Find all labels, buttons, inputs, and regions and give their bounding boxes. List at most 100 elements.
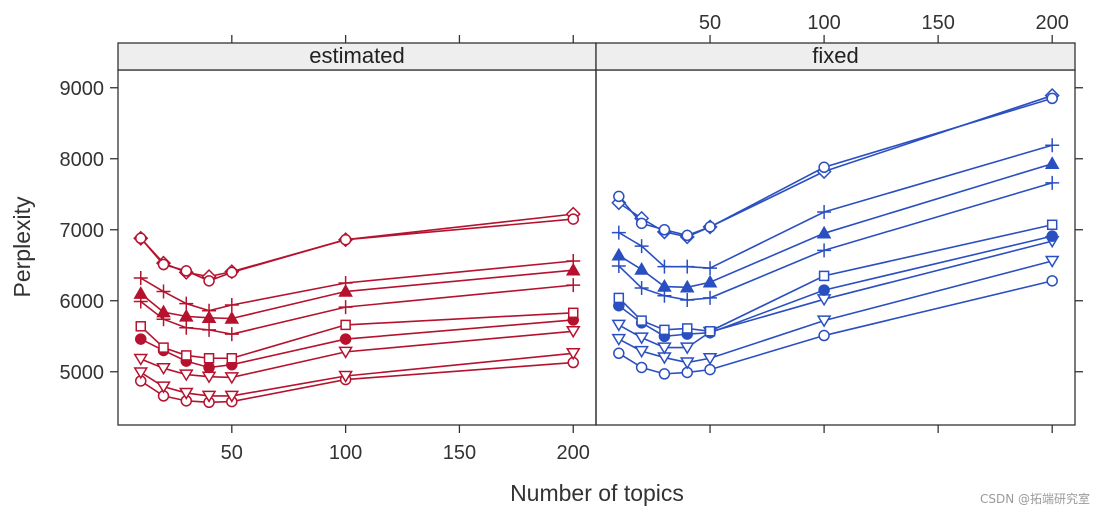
marker-plus: [566, 253, 581, 268]
marker-square-open: [681, 323, 693, 334]
marker-triangle-down-open: [338, 346, 353, 359]
marker-triangle-filled: [611, 247, 627, 261]
marker-square-open: [1046, 219, 1058, 231]
series-estimated-9: [133, 206, 581, 285]
marker-triangle-filled: [679, 279, 695, 293]
marker-triangle-down-open: [224, 372, 240, 385]
marker-circle-filled: [1046, 230, 1058, 242]
series-estimated-8: [133, 253, 581, 318]
series-fixed-7: [611, 156, 1060, 293]
marker-triangle-down-open: [156, 381, 171, 394]
series-estimated-5: [135, 307, 579, 364]
marker-square-open: [613, 292, 625, 304]
marker-plus: [703, 261, 718, 276]
marker-triangle-down-open: [657, 342, 672, 355]
marker-triangle-down-open: [634, 345, 649, 359]
marker-square-open: [636, 315, 647, 326]
marker-circle-filled: [339, 333, 352, 345]
y-tick-label: 8000: [60, 149, 105, 171]
marker-square-open: [226, 353, 238, 364]
strip-label-estimated: estimated: [309, 43, 404, 68]
y-tick-label: 6000: [60, 291, 105, 313]
series-fixed-9: [611, 87, 1060, 245]
series-fixed-10: [613, 92, 1058, 242]
marker-circle-open: [613, 190, 625, 203]
marker-triangle-down-open: [338, 370, 353, 383]
marker-square-open: [158, 342, 169, 353]
marker-circle-open: [226, 266, 238, 279]
marker-triangle-filled: [224, 310, 240, 324]
marker-triangle-down-open: [156, 362, 171, 376]
marker-circle-open: [1046, 275, 1058, 287]
marker-triangle-down-open: [1044, 255, 1060, 268]
marker-circle-open: [818, 329, 830, 342]
marker-square-open: [340, 319, 351, 331]
marker-circle-open: [1046, 92, 1058, 105]
marker-square-open: [704, 326, 716, 337]
marker-circle-open: [613, 347, 625, 360]
marker-plus: [611, 258, 626, 273]
x-tick-label-bottom: 200: [557, 442, 590, 464]
marker-circle-open: [658, 224, 671, 236]
panel-frames: [117, 69, 1076, 426]
marker-triangle-filled: [657, 279, 672, 292]
marker-triangle-filled: [156, 304, 171, 318]
panel-strips: estimated fixed: [117, 42, 1076, 71]
marker-triangle-down-open: [565, 348, 581, 361]
strip-label-fixed: fixed: [812, 43, 858, 68]
marker-circle-open: [704, 221, 716, 233]
marker-square-open: [818, 270, 830, 282]
marker-square-open: [567, 307, 579, 319]
marker-plus: [703, 290, 718, 305]
marker-plus: [179, 320, 194, 335]
marker-plus: [611, 225, 626, 240]
series-line: [618, 162, 1053, 289]
marker-triangle-down-open: [816, 315, 832, 328]
watermark-text: CSDN @拓端研究室: [980, 491, 1090, 506]
marker-circle-open: [658, 368, 671, 380]
series-fixed-2: [611, 255, 1060, 370]
marker-plus: [566, 278, 581, 293]
marker-plus: [1045, 175, 1060, 190]
marker-circle-filled: [203, 361, 215, 374]
marker-circle-open: [704, 363, 716, 376]
marker-circle-open: [339, 233, 352, 246]
x-tick-label-bottom: 100: [329, 442, 362, 464]
marker-plus: [156, 284, 171, 299]
marker-triangle-down-open: [133, 353, 149, 366]
marker-triangle-down-open: [201, 390, 217, 403]
series-estimated-10: [135, 213, 579, 287]
marker-circle-open: [157, 258, 170, 271]
marker-triangle-filled: [133, 286, 149, 299]
marker-triangle-filled: [634, 261, 649, 275]
marker-triangle-down-open: [611, 319, 627, 332]
marker-plus: [338, 300, 353, 315]
marker-square-open: [203, 353, 215, 364]
series-fixed-5: [613, 219, 1058, 337]
x-axis-title: Number of topics: [510, 480, 684, 506]
marker-circle-open: [203, 275, 215, 287]
marker-plus: [202, 303, 217, 318]
marker-circle-open: [635, 361, 648, 374]
marker-plus: [817, 205, 832, 219]
x-tick-label-bottom: 150: [443, 442, 476, 464]
data-series: [133, 87, 1060, 409]
marker-triangle-down-open: [565, 326, 581, 339]
marker-triangle-filled: [565, 262, 581, 276]
marker-square-open: [659, 324, 670, 336]
marker-plus: [634, 280, 649, 295]
marker-circle-open: [135, 232, 147, 245]
marker-circle-open: [818, 161, 830, 174]
series-fixed-1: [613, 275, 1058, 380]
series-line: [618, 182, 1053, 301]
series-estimated-6: [133, 278, 581, 342]
marker-triangle-down-open: [178, 369, 194, 382]
marker-triangle-filled: [1044, 156, 1060, 169]
series-line: [140, 260, 574, 312]
marker-triangle-filled: [816, 225, 832, 239]
marker-triangle-filled: [702, 274, 718, 288]
marker-triangle-down-open: [679, 342, 695, 355]
y-axis-title: Perplexity: [9, 196, 35, 297]
marker-circle-filled: [818, 284, 830, 296]
